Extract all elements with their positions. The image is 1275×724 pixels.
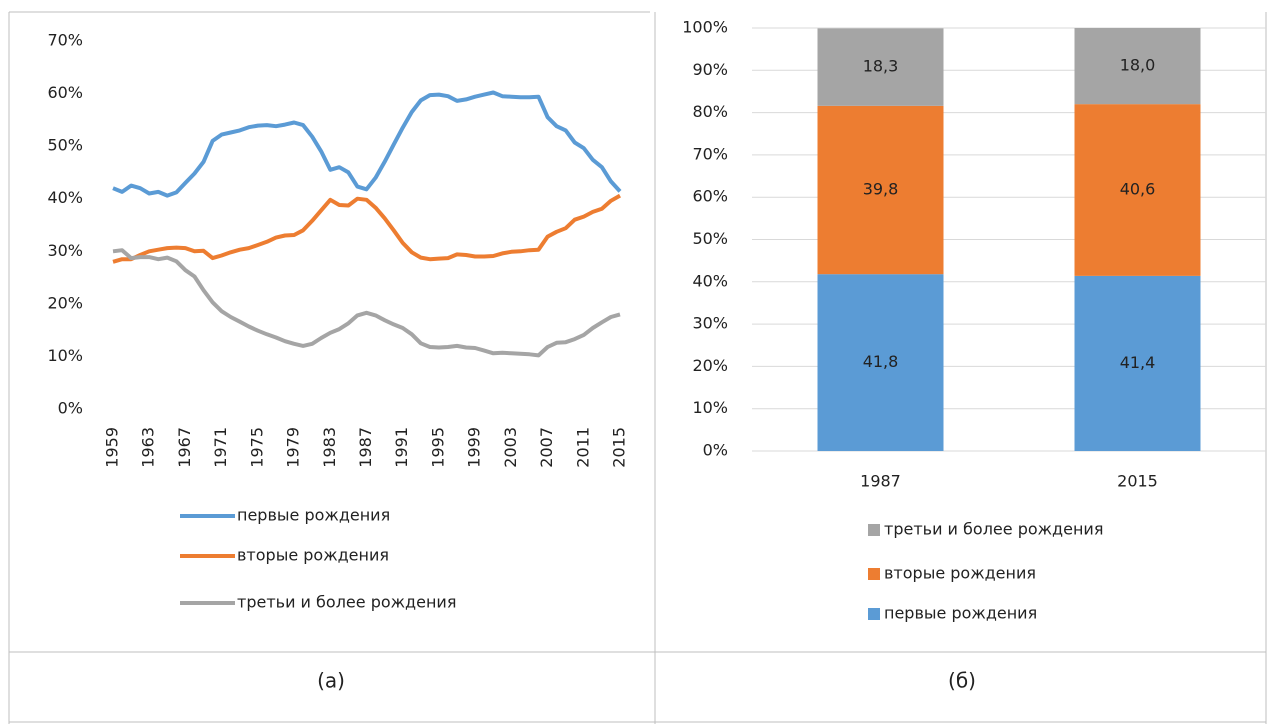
legend-label: третьи и более рождения [237, 593, 456, 612]
legend-label: третьи и более рождения [884, 520, 1103, 539]
x-tick-label: 1983 [320, 427, 339, 468]
x-tick-label: 1967 [175, 427, 194, 468]
series-line [112, 90, 622, 198]
legend-label: первые рождения [884, 604, 1037, 623]
y-tick-label: 60% [47, 83, 83, 102]
x-tick-label: 1959 [103, 427, 122, 468]
series-line [112, 248, 621, 358]
y-tick-label: 80% [692, 102, 728, 121]
x-tick-label: 1987 [860, 472, 901, 491]
y-tick-label: 10% [47, 346, 83, 365]
y-tick-label: 30% [692, 314, 728, 333]
table-borders [8, 11, 1267, 724]
y-tick-label: 40% [47, 188, 83, 207]
x-tick-label: 2015 [610, 427, 629, 468]
x-tick-label: 1987 [356, 427, 375, 468]
series-line [112, 193, 621, 264]
y-tick-label: 40% [692, 271, 728, 290]
x-tick-label: 2007 [537, 427, 556, 468]
legend-swatch [868, 568, 880, 580]
y-tick-label: 20% [47, 293, 83, 312]
y-tick-label: 0% [58, 399, 83, 418]
data-label: 40,6 [1120, 180, 1156, 199]
data-label: 18,3 [863, 57, 899, 76]
caption: (а) [317, 669, 345, 693]
y-tick-label: 50% [692, 229, 728, 248]
x-tick-label: 1971 [211, 427, 230, 468]
x-tick-label: 1979 [284, 427, 303, 468]
legend-label: первые рождения [237, 506, 390, 525]
bar-segment [1074, 275, 1201, 451]
x-tick-label: 1995 [428, 427, 447, 468]
data-label: 41,8 [863, 352, 899, 371]
x-tick-label: 1975 [247, 427, 266, 468]
y-tick-label: 50% [47, 136, 83, 155]
bar-segment [817, 28, 944, 106]
x-tick-label: 2015 [1117, 472, 1158, 491]
caption: (б) [948, 669, 976, 693]
x-tick-label: 1991 [392, 427, 411, 468]
y-tick-label: 10% [692, 398, 728, 417]
bar-segment [1074, 28, 1201, 105]
x-tick-label: 1963 [139, 427, 158, 468]
legend-label: вторые рождения [884, 564, 1036, 583]
legend-swatch [868, 608, 880, 620]
data-label: 41,4 [1120, 353, 1156, 372]
legend-label: вторые рождения [237, 546, 389, 565]
x-tick-label: 2003 [501, 427, 520, 468]
bar-segment [1074, 104, 1201, 276]
y-tick-label: 70% [692, 144, 728, 163]
x-tick-label: 1999 [465, 427, 484, 468]
y-tick-label: 90% [692, 60, 728, 79]
y-tick-label: 20% [692, 356, 728, 375]
y-tick-label: 70% [47, 31, 83, 50]
y-tick-label: 100% [682, 18, 728, 37]
bar-segment [817, 274, 944, 451]
data-label: 39,8 [863, 180, 899, 199]
y-tick-label: 60% [692, 187, 728, 206]
data-label: 18,0 [1120, 56, 1156, 75]
legend-swatch [868, 524, 880, 536]
x-tick-label: 2011 [573, 427, 592, 468]
y-tick-label: 0% [703, 441, 728, 460]
y-tick-label: 30% [47, 241, 83, 260]
bar-segment [817, 105, 944, 275]
